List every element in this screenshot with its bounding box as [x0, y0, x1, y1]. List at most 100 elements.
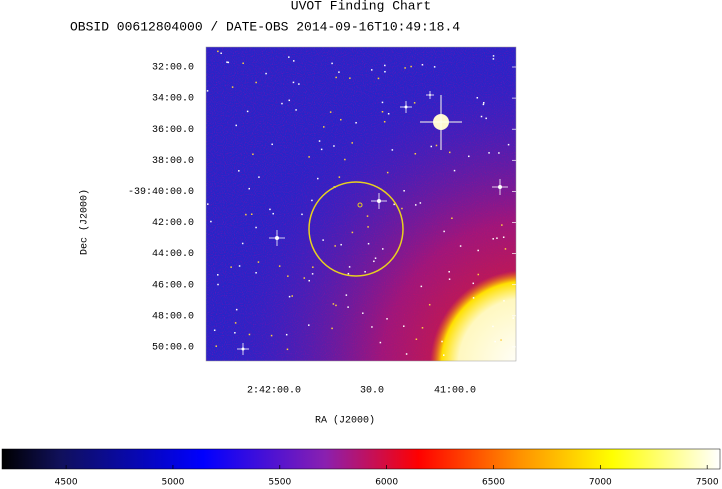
- star: [381, 101, 384, 104]
- source-marker: [357, 202, 363, 208]
- star: [492, 325, 494, 328]
- star: [428, 303, 431, 306]
- star: [329, 111, 332, 113]
- y-tick-label: 38:00.0: [152, 156, 194, 167]
- star: [255, 81, 257, 84]
- star: [364, 271, 366, 273]
- star: [366, 215, 369, 217]
- star: [383, 120, 386, 123]
- star: [320, 148, 323, 151]
- star: [215, 345, 217, 347]
- star: [477, 273, 480, 276]
- star: [362, 312, 364, 314]
- star: [322, 239, 324, 241]
- colorbar-tick-label: 5000: [161, 478, 184, 488]
- x-tick-label: 2:42:00.0: [247, 386, 301, 397]
- star: [269, 208, 271, 211]
- star: [512, 317, 514, 319]
- star: [308, 279, 310, 282]
- star: [441, 340, 443, 343]
- star: [210, 220, 212, 223]
- star: [301, 213, 303, 216]
- star: [246, 110, 249, 113]
- y-tick-label: 46:00.0: [152, 280, 194, 291]
- star: [391, 149, 394, 151]
- star: [308, 324, 310, 326]
- star: [384, 64, 386, 67]
- star: [494, 340, 496, 343]
- star: [226, 61, 228, 63]
- colorbar-tick-label: 7000: [589, 478, 612, 488]
- star: [433, 66, 436, 68]
- star: [384, 70, 386, 73]
- star: [370, 69, 373, 71]
- star: [347, 306, 349, 308]
- star: [498, 152, 500, 154]
- star: [331, 327, 333, 330]
- star: [386, 318, 388, 320]
- star: [500, 339, 502, 341]
- star: [477, 249, 479, 252]
- star: [258, 176, 260, 178]
- star: [333, 145, 335, 147]
- star: [234, 322, 237, 324]
- star: [349, 77, 351, 79]
- star: [451, 217, 453, 220]
- star: [351, 231, 354, 234]
- star: [213, 329, 216, 332]
- star: [410, 65, 412, 68]
- x-tick-label: 41:00.0: [434, 386, 476, 397]
- star: [308, 156, 310, 158]
- star: [220, 52, 222, 55]
- star: [404, 67, 406, 69]
- star: [338, 176, 341, 178]
- star: [379, 341, 382, 344]
- star: [430, 145, 433, 148]
- star: [480, 115, 483, 118]
- star: [298, 83, 300, 85]
- star: [323, 126, 325, 128]
- star: [281, 102, 283, 105]
- star: [235, 308, 238, 311]
- y-tick-label: -39:40:00.0: [128, 187, 194, 198]
- star: [485, 117, 487, 120]
- star: [242, 62, 244, 65]
- star: [448, 271, 450, 273]
- star: [502, 236, 505, 238]
- star: [472, 282, 475, 285]
- star: [272, 212, 274, 215]
- star: [420, 285, 423, 288]
- star: [271, 143, 273, 146]
- star: [488, 152, 490, 154]
- star: [492, 238, 494, 240]
- star: [245, 213, 247, 216]
- star: [371, 326, 373, 328]
- colorbar-tick-label: 5500: [268, 478, 291, 488]
- star: [415, 204, 417, 206]
- y-tick-label: 48:00.0: [152, 311, 194, 322]
- star: [248, 187, 251, 190]
- star: [311, 199, 313, 202]
- star: [419, 202, 422, 204]
- y-tick-label: 44:00.0: [152, 249, 194, 260]
- star: [278, 265, 281, 267]
- star: [413, 102, 416, 104]
- star: [255, 272, 257, 274]
- star: [503, 300, 505, 302]
- y-axis-label: Dec (J2000): [79, 189, 91, 255]
- star: [374, 257, 377, 259]
- star: [292, 60, 295, 62]
- star: [483, 101, 485, 104]
- star: [340, 243, 342, 246]
- image-frame: [205, 46, 517, 362]
- star: [227, 61, 230, 64]
- star: [492, 58, 495, 60]
- star: [241, 242, 244, 245]
- star: [238, 265, 241, 267]
- star: [448, 151, 451, 154]
- star: [501, 224, 503, 226]
- x-tick-label: 30.0: [360, 386, 384, 397]
- star: [238, 170, 240, 172]
- star: [393, 203, 395, 206]
